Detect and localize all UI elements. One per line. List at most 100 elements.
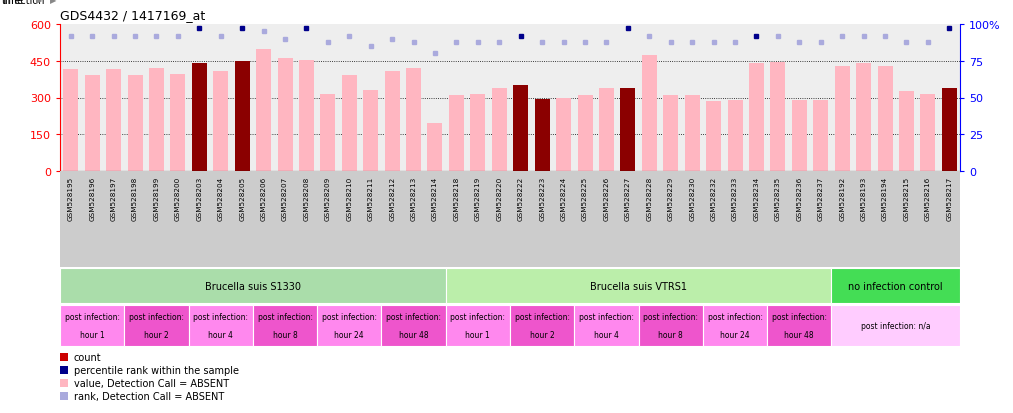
Bar [470,95,485,171]
Bar [921,95,935,171]
Bar [235,62,249,171]
Text: GSM528194: GSM528194 [882,176,888,221]
Text: post infection:: post infection: [257,313,312,322]
Bar [60,305,125,347]
Bar [188,305,253,347]
Text: GSM528199: GSM528199 [153,176,159,221]
Bar [727,101,743,171]
Bar [856,64,871,171]
Bar [703,305,767,347]
Text: GSM528209: GSM528209 [325,176,331,221]
Text: GSM528223: GSM528223 [539,176,545,221]
Text: GSM528192: GSM528192 [839,176,845,221]
Text: percentile rank within the sample: percentile rank within the sample [74,365,239,375]
Bar [63,70,78,171]
Text: infection: infection [2,0,45,6]
Bar [510,305,574,347]
Text: GSM528215: GSM528215 [904,176,910,221]
Text: GSM528218: GSM528218 [454,176,460,221]
Text: hour 4: hour 4 [594,331,619,339]
Bar [770,63,785,171]
Text: time: time [2,0,24,6]
Bar [942,88,957,171]
Text: rank, Detection Call = ABSENT: rank, Detection Call = ABSENT [74,391,224,401]
Text: hour 8: hour 8 [658,331,683,339]
Text: GSM528224: GSM528224 [560,176,566,221]
Bar [574,305,638,347]
Text: post infection:: post infection: [322,313,377,322]
Bar [813,101,829,171]
Bar [170,75,185,171]
Text: GSM528214: GSM528214 [432,176,438,221]
Text: GSM528217: GSM528217 [946,176,952,221]
Text: hour 48: hour 48 [784,331,814,339]
Text: GSM528196: GSM528196 [89,176,95,221]
Text: GSM528210: GSM528210 [346,176,353,221]
Text: hour 4: hour 4 [209,331,233,339]
Text: GSM528206: GSM528206 [260,176,266,221]
Bar [191,64,207,171]
Bar [427,124,443,171]
Bar [685,96,700,171]
Bar [60,268,446,304]
Bar [899,92,914,171]
Bar [491,88,506,171]
Bar [664,96,679,171]
Bar [835,66,850,171]
Bar [620,88,635,171]
Bar [749,64,764,171]
Text: GSM528220: GSM528220 [496,176,502,221]
Bar [449,96,464,171]
Bar [128,76,143,171]
Text: post infection:: post infection: [129,313,184,322]
Bar [385,71,400,171]
Text: GSM528208: GSM528208 [304,176,309,221]
Bar [556,98,571,171]
Text: GSM528211: GSM528211 [368,176,374,221]
Bar [85,76,99,171]
Text: post infection:: post infection: [772,313,827,322]
Bar [382,305,446,347]
Text: post infection:: post infection: [643,313,698,322]
Text: hour 24: hour 24 [334,331,364,339]
Text: hour 48: hour 48 [399,331,428,339]
Text: value, Detection Call = ABSENT: value, Detection Call = ABSENT [74,378,229,388]
Text: GSM528216: GSM528216 [925,176,931,221]
Bar [341,76,357,171]
Text: post infection:: post infection: [386,313,441,322]
Bar [832,305,960,347]
Text: GDS4432 / 1417169_at: GDS4432 / 1417169_at [60,9,206,22]
Text: ▶: ▶ [50,0,56,5]
Text: GSM528227: GSM528227 [625,176,631,221]
Bar [253,305,317,347]
Text: GSM528203: GSM528203 [197,176,203,221]
Text: count: count [74,352,101,362]
Bar [877,66,892,171]
Text: hour 8: hour 8 [272,331,298,339]
Text: GSM528204: GSM528204 [218,176,224,221]
Text: GSM528205: GSM528205 [239,176,245,221]
Text: GSM528236: GSM528236 [796,176,802,221]
Text: hour 2: hour 2 [144,331,169,339]
Text: hour 1: hour 1 [80,331,104,339]
Text: GSM528226: GSM528226 [604,176,610,221]
Text: hour 1: hour 1 [466,331,490,339]
Text: GSM528207: GSM528207 [282,176,288,221]
Text: GSM528232: GSM528232 [710,176,716,221]
Text: GSM528228: GSM528228 [646,176,652,221]
Text: post infection:: post infection: [451,313,505,322]
Text: GSM528235: GSM528235 [775,176,781,221]
Text: no infection control: no infection control [849,281,943,291]
Bar [767,305,832,347]
Bar [638,305,703,347]
Text: GSM528222: GSM528222 [518,176,524,221]
Text: GSM528213: GSM528213 [410,176,416,221]
Text: post infection:: post infection: [578,313,634,322]
Bar [278,59,293,171]
Text: GSM528237: GSM528237 [817,176,824,221]
Text: post infection:: post infection: [515,313,569,322]
Bar [446,305,510,347]
Bar [535,100,550,171]
Text: post infection:: post infection: [193,313,248,322]
Bar [599,88,614,171]
